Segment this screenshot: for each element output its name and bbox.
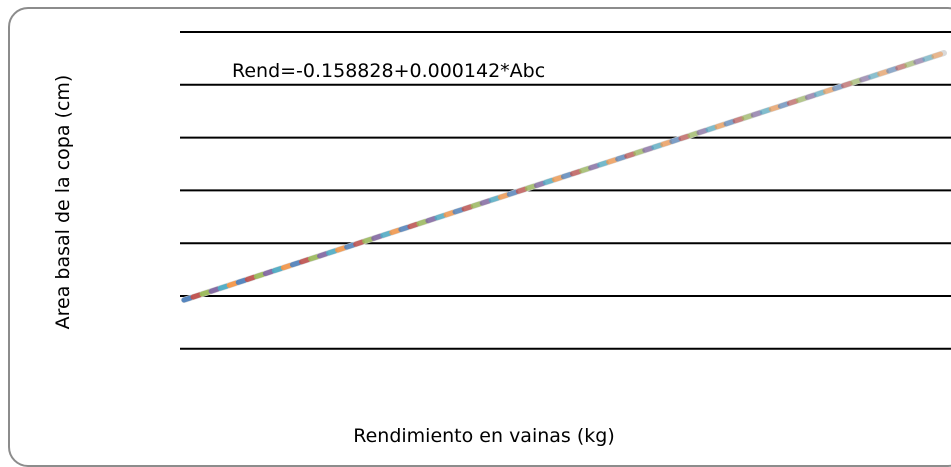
regression-line-segment [841, 80, 853, 89]
regression-line-segment [931, 51, 944, 59]
regression-line-segment [669, 136, 682, 144]
regression-line-segment [461, 204, 474, 212]
regression-line-segment [307, 254, 320, 262]
regression-line-segment [199, 289, 212, 297]
regression-line-segment [741, 113, 754, 121]
regression-line-segment [506, 189, 519, 197]
regression-line-segment [470, 201, 483, 209]
regression-line-segment [696, 127, 709, 136]
regression-line-segment [804, 92, 817, 100]
regression-line-segment [723, 119, 736, 127]
regression-line-segment [271, 265, 284, 274]
regression-line-segment [624, 151, 636, 159]
regression-line-segment [777, 101, 790, 109]
regression-line-segment [832, 83, 844, 92]
regression-line-segment [850, 78, 862, 86]
regression-line-segment [551, 174, 564, 183]
regression-line-segment [687, 130, 700, 139]
regression-line-segment [371, 233, 383, 241]
regression-line-segment [569, 169, 582, 177]
regression-line-segment [868, 72, 880, 80]
regression-line-segment [542, 177, 555, 186]
regression-line-segment [714, 122, 727, 130]
regression-equation: Rend=-0.158828+0.000142*Abc [232, 60, 546, 82]
plot-area [180, 31, 951, 350]
regression-line-segment [560, 172, 573, 180]
regression-line-segment [904, 60, 916, 68]
regression-line-segment [398, 224, 410, 233]
regression-line-segment [886, 66, 898, 74]
regression-line-segment [705, 125, 718, 133]
regression-line-segment [859, 75, 871, 83]
regression-line-segment [488, 195, 501, 203]
regression-line-segment [389, 227, 401, 235]
regression-line-segment [425, 216, 438, 224]
gridlines [180, 31, 951, 350]
regression-line-segment [298, 257, 311, 265]
regression-line-segment [335, 245, 347, 253]
regression-line-segment [786, 98, 799, 106]
regression-line [181, 50, 947, 303]
regression-line-segment [922, 54, 935, 62]
regression-line-segment [181, 295, 194, 303]
regression-line-segment [208, 286, 221, 294]
regression-line-segment [606, 157, 618, 165]
regression-line-segment [651, 142, 663, 150]
regression-line-segment [407, 221, 420, 230]
regression-line-segment [443, 210, 456, 218]
x-axis-label: Rendimiento en vainas (kg) [353, 425, 615, 447]
regression-line-segment [678, 133, 691, 142]
regression-line-segment [759, 107, 772, 115]
regression-line-segment [524, 183, 537, 191]
regression-line-segment [895, 63, 907, 71]
regression-line-segment [452, 207, 465, 215]
regression-line-segment [226, 280, 239, 288]
regression-line-segment [633, 148, 645, 156]
regression-line-segment [515, 186, 528, 194]
regression-line-segment [235, 277, 248, 285]
regression-line-segment [344, 242, 356, 250]
regression-line-segment [588, 163, 600, 171]
regression-line-segment [353, 239, 365, 247]
regression-line-segment [217, 283, 230, 291]
regression-line-segment [380, 230, 392, 238]
regression-line-segment [813, 89, 826, 97]
regression-line-segment [362, 236, 374, 244]
regression-line-segment [822, 86, 835, 95]
regression-line-segment [533, 180, 546, 188]
y-axis-label: Area basal de la copa (cm) [52, 74, 74, 330]
regression-line-segment [913, 57, 925, 65]
chart-frame [8, 7, 951, 467]
regression-line-segment [326, 248, 338, 256]
regression-line-segment [434, 213, 447, 221]
regression-line-segment [597, 160, 609, 168]
regression-line-segment [479, 198, 492, 206]
regression-line-segment [750, 110, 763, 118]
regression-line-segment [732, 116, 745, 124]
regression-line-segment [660, 139, 673, 147]
regression-line-segment [317, 251, 329, 259]
regression-line-segment [497, 192, 510, 200]
regression-line-segment [244, 274, 257, 282]
regression-line-segment [615, 154, 627, 162]
regression-line-segment [768, 104, 781, 112]
regression-line-segment [795, 95, 808, 103]
regression-line-segment [642, 145, 654, 153]
regression-line-segment [280, 263, 293, 271]
regression-line-segment [253, 271, 266, 280]
regression-line-segment [289, 260, 302, 268]
regression-line-segment [416, 218, 429, 227]
regression-line-segment [262, 268, 275, 277]
regression-line-segment [190, 292, 203, 300]
regression-line-segment [579, 166, 591, 174]
regression-line-segment [877, 69, 889, 77]
